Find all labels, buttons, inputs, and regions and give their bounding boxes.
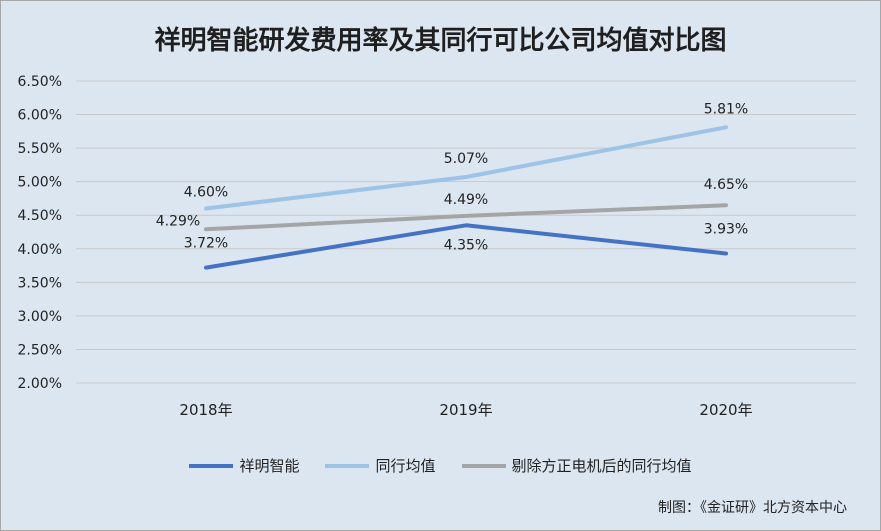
series-line-xiangming (204, 223, 728, 270)
legend-swatch (325, 463, 370, 468)
y-tick-label: 3.50% (18, 275, 62, 291)
data-label: 5.07% (444, 151, 488, 167)
series-line-peer-average (204, 125, 728, 211)
y-tick-label: 2.00% (18, 376, 62, 392)
y-tick-label: 5.00% (18, 175, 62, 191)
y-tick-label: 4.00% (18, 242, 62, 258)
data-label: 4.60% (184, 185, 228, 201)
series-line-peer-average-excluding (204, 203, 728, 232)
data-label: 3.93% (704, 221, 748, 237)
legend: 祥明智能 同行均值 剔除方正电机后的同行均值 (0, 455, 881, 476)
y-tick-label: 6.50% (18, 74, 62, 90)
y-tick-label: 4.50% (18, 208, 62, 224)
x-tick-label: 2019年 (439, 401, 492, 419)
chart-title: 祥明智能研发费用率及其同行可比公司均值对比图 (154, 26, 727, 56)
legend-label: 剔除方正电机后的同行均值 (511, 457, 692, 475)
legend-label: 祥明智能 (239, 457, 300, 475)
source-note: 制图：《金证研》北方资本中心 (658, 500, 847, 516)
data-label: 4.65% (704, 177, 748, 193)
legend-item-peer-average-excluding: 剔除方正电机后的同行均值 (461, 455, 692, 476)
x-tick-label: 2018年 (179, 401, 232, 419)
data-label: 3.72% (184, 236, 228, 252)
y-tick-label: 6.00% (18, 108, 62, 124)
data-label: 4.49% (444, 192, 488, 208)
y-tick-label: 5.50% (18, 141, 62, 157)
data-label: 4.35% (444, 237, 488, 253)
legend-item-xiangming: 祥明智能 (189, 455, 299, 476)
legend-swatch (461, 463, 506, 468)
x-tick-label: 2020年 (699, 401, 752, 419)
legend-label: 同行均值 (375, 457, 436, 475)
legend-swatch (189, 463, 234, 468)
legend-item-peer-average: 同行均值 (325, 455, 436, 476)
y-tick-label: 2.50% (18, 342, 62, 358)
y-tick-label: 3.00% (18, 309, 62, 325)
data-label: 5.81% (704, 101, 748, 117)
data-label: 4.29% (156, 213, 200, 229)
